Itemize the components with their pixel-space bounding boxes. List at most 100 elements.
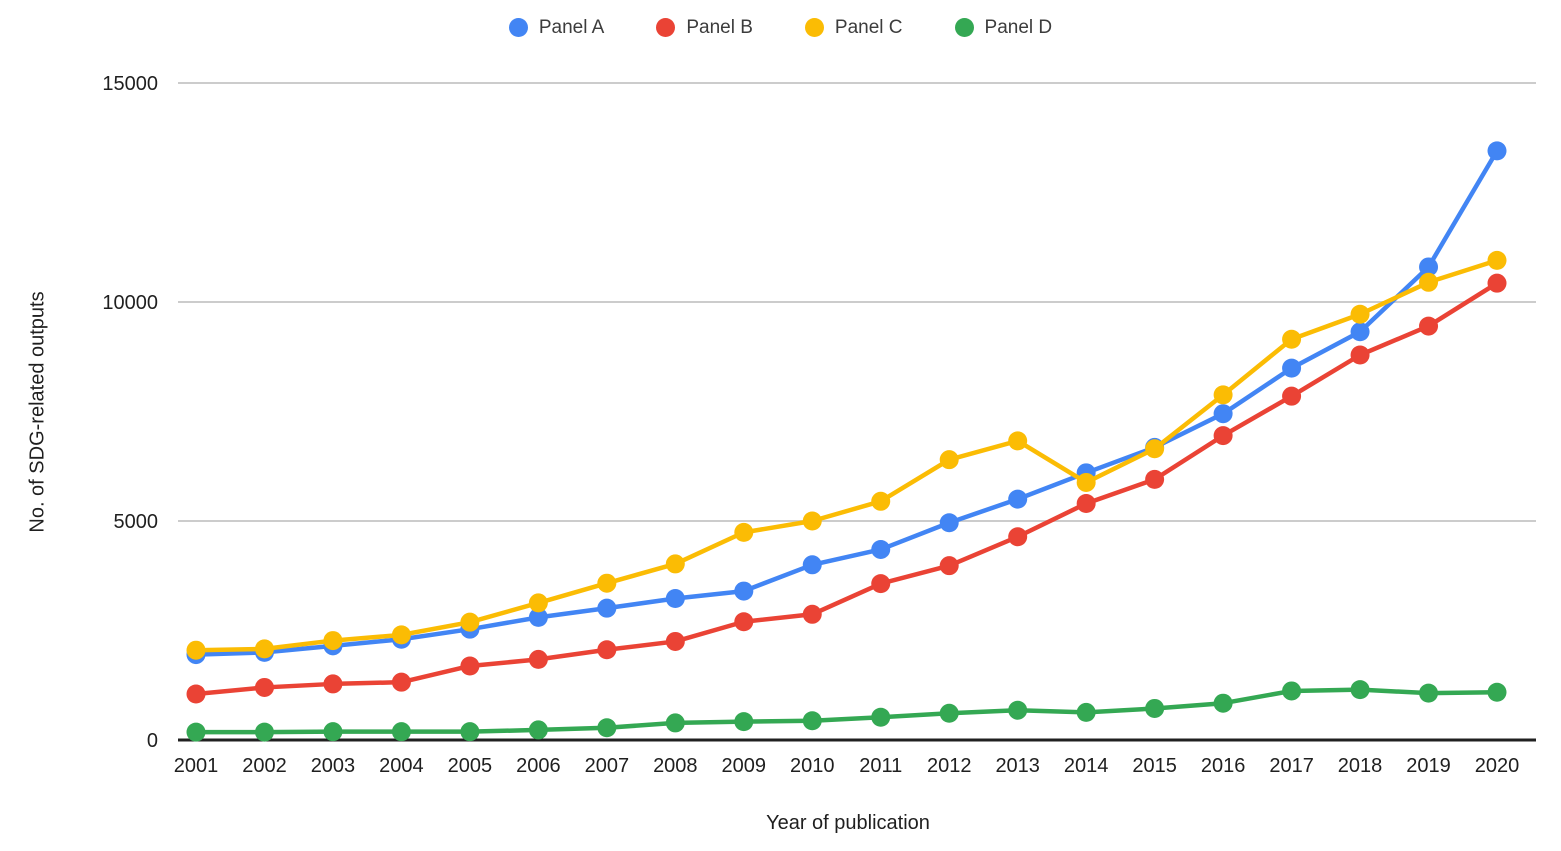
series-point-panel-a [1282, 358, 1302, 378]
series-point-panel-d [665, 713, 685, 733]
y-tick-label: 15000 [102, 73, 158, 95]
x-tick-label: 2009 [722, 755, 767, 777]
series-point-panel-a [734, 581, 754, 601]
y-tick-label: 5000 [114, 511, 159, 533]
series-point-panel-b [665, 631, 685, 651]
x-tick-label: 2015 [1132, 755, 1177, 777]
series-point-panel-d [323, 722, 343, 742]
legend-label: Panel C [834, 16, 903, 38]
series-point-panel-b [391, 672, 411, 692]
series-line-panel-a [193, 148, 1500, 657]
x-tick-label: 2019 [1406, 755, 1451, 777]
x-tick-label: 2006 [516, 755, 561, 777]
x-tick-label: 2004 [379, 755, 424, 777]
series-point-panel-c [186, 640, 206, 660]
series-point-panel-b [1487, 273, 1507, 293]
legend-item-panel-c: Panel C [804, 16, 903, 38]
series-point-panel-b [1282, 386, 1302, 406]
series-point-panel-b [186, 684, 206, 704]
x-axis-title: Year of publication [766, 812, 930, 834]
series-point-panel-d [1350, 680, 1370, 700]
series-point-panel-d [939, 703, 959, 723]
series-point-panel-d [460, 722, 480, 742]
series-point-panel-c [802, 511, 822, 531]
y-tick-label: 10000 [102, 292, 158, 314]
series-point-panel-d [1076, 702, 1096, 722]
y-axis-title: No. of SDG-related outputs [26, 291, 49, 533]
series-point-panel-d [528, 720, 548, 740]
series-point-panel-b [528, 649, 548, 669]
series-point-panel-b [802, 604, 822, 624]
series-point-panel-c [871, 491, 891, 511]
legend-swatch-icon [656, 17, 676, 37]
series-line-panel-c [193, 258, 1500, 653]
x-tick-label: 2001 [174, 755, 219, 777]
legend-label: Panel A [538, 16, 605, 38]
series-point-panel-b [1350, 345, 1370, 365]
series-point-panel-c [1008, 431, 1028, 451]
series-point-panel-d [1213, 693, 1233, 713]
series-point-panel-d [391, 722, 411, 742]
series-point-panel-b [1076, 493, 1096, 513]
series-point-panel-b [734, 612, 754, 632]
series-point-panel-a [528, 607, 548, 627]
series-point-panel-b [939, 556, 959, 576]
series-point-panel-c [734, 522, 754, 542]
series-point-panel-b [323, 674, 343, 694]
x-tick-label: 2005 [448, 755, 493, 777]
series-point-panel-a [871, 539, 891, 559]
series-point-panel-a [1213, 404, 1233, 424]
series-point-panel-c [1487, 250, 1507, 270]
series-point-panel-c [597, 573, 617, 593]
legend-item-panel-d: Panel D [954, 16, 1053, 38]
legend-swatch-icon [508, 17, 528, 37]
series-point-panel-d [1282, 681, 1302, 701]
series-point-panel-a [1350, 322, 1370, 342]
x-tick-label: 2013 [995, 755, 1040, 777]
series-point-panel-a [802, 555, 822, 575]
series-point-panel-a [1008, 489, 1028, 509]
series-point-panel-d [871, 707, 891, 727]
series-point-panel-c [391, 625, 411, 645]
legend-swatch-icon [804, 17, 824, 37]
legend-item-panel-a: Panel A [508, 16, 605, 38]
series-point-panel-d [186, 722, 206, 742]
legend-item-panel-b: Panel B [656, 16, 753, 38]
series-line-panel-d [193, 687, 1500, 735]
series-point-panel-d [254, 722, 274, 742]
series-point-panel-b [1213, 426, 1233, 446]
series-point-panel-a [1419, 257, 1439, 277]
series-point-panel-c [1076, 472, 1096, 492]
series-point-panel-d [1487, 682, 1507, 702]
series-point-panel-b [1145, 469, 1165, 489]
series-point-panel-d [1419, 683, 1439, 703]
series-point-panel-d [1145, 698, 1165, 718]
legend-label: Panel B [686, 16, 753, 38]
series-point-panel-b [254, 677, 274, 697]
series-point-panel-d [597, 718, 617, 738]
series-point-panel-b [871, 574, 891, 594]
series-point-panel-d [802, 711, 822, 731]
series-point-panel-c [665, 554, 685, 574]
series-point-panel-b [1008, 527, 1028, 547]
series-point-panel-c [460, 612, 480, 632]
series-point-panel-c [1213, 385, 1233, 405]
series-point-panel-d [734, 712, 754, 732]
series-point-panel-b [597, 640, 617, 660]
series-point-panel-c [323, 631, 343, 651]
series-point-panel-c [1419, 272, 1439, 292]
series-point-panel-a [665, 589, 685, 609]
x-tick-label: 2010 [790, 755, 835, 777]
x-tick-label: 2002 [242, 755, 287, 777]
series-point-panel-b [1419, 316, 1439, 336]
series-point-panel-c [1145, 439, 1165, 459]
x-tick-label: 2011 [859, 755, 902, 777]
series-line-panel-b [193, 280, 1500, 697]
x-tick-label: 2012 [927, 755, 972, 777]
x-tick-label: 2016 [1201, 755, 1246, 777]
series-point-panel-b [460, 656, 480, 676]
x-tick-label: 2017 [1269, 755, 1314, 777]
legend-label: Panel D [984, 16, 1053, 38]
